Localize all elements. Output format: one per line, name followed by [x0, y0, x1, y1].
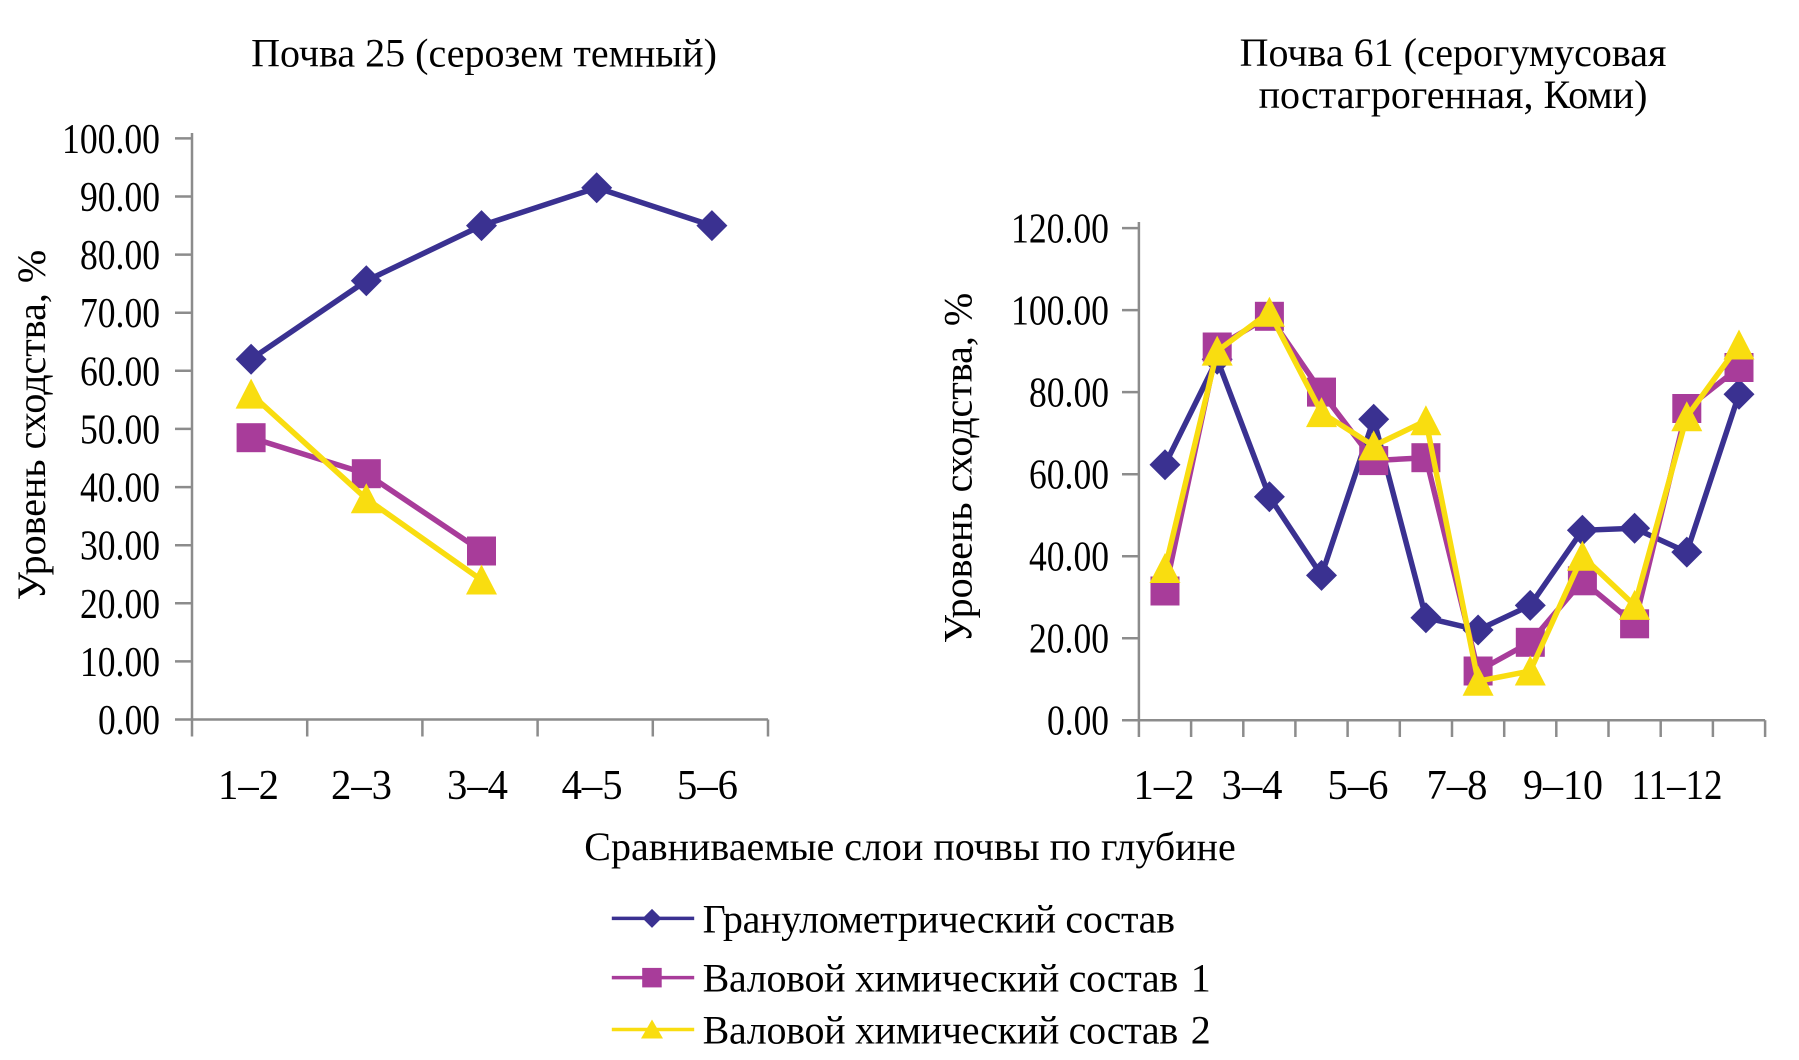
svg-text:Валовой химический состав 2: Валовой химический состав 2: [703, 1008, 1211, 1053]
svg-text:Валовой химический состав 1: Валовой химический состав 1: [703, 956, 1211, 1001]
svg-text:Почва 25 (серозем темный): Почва 25 (серозем темный): [251, 31, 717, 76]
svg-text:40.00: 40.00: [80, 466, 160, 512]
svg-text:70.00: 70.00: [80, 291, 160, 337]
svg-text:60.00: 60.00: [1029, 453, 1109, 499]
svg-text:50.00: 50.00: [80, 407, 160, 453]
svg-text:1–2: 1–2: [218, 763, 279, 809]
svg-text:30.00: 30.00: [80, 524, 160, 570]
svg-text:4–5: 4–5: [562, 763, 623, 809]
svg-text:10.00: 10.00: [80, 640, 160, 686]
svg-text:Уровень сходства, %: Уровень сходства, %: [9, 250, 54, 600]
svg-text:100.00: 100.00: [1011, 289, 1109, 335]
svg-text:20.00: 20.00: [1029, 617, 1109, 663]
svg-text:Сравниваемые слои почвы по глу: Сравниваемые слои почвы по глубине: [584, 824, 1235, 869]
svg-text:5–6: 5–6: [1328, 763, 1389, 809]
svg-text:постагрогенная, Коми): постагрогенная, Коми): [1259, 72, 1648, 117]
svg-text:3–4: 3–4: [1222, 763, 1283, 809]
svg-text:80.00: 80.00: [1029, 371, 1109, 417]
svg-text:120.00: 120.00: [1011, 207, 1109, 253]
svg-text:40.00: 40.00: [1029, 535, 1109, 581]
svg-text:0.00: 0.00: [98, 698, 160, 744]
svg-text:3–4: 3–4: [447, 763, 508, 809]
svg-text:11–12: 11–12: [1632, 763, 1723, 809]
svg-text:1–2: 1–2: [1134, 763, 1195, 809]
svg-text:Уровень сходства, %: Уровень сходства, %: [936, 293, 981, 643]
svg-text:Гранулометрический состав: Гранулометрический состав: [703, 896, 1175, 941]
svg-text:5–6: 5–6: [677, 763, 738, 809]
svg-text:9–10: 9–10: [1523, 763, 1603, 809]
svg-text:0.00: 0.00: [1047, 699, 1109, 745]
svg-text:Почва 61 (серогумусовая: Почва 61 (серогумусовая: [1240, 30, 1667, 75]
svg-text:80.00: 80.00: [80, 233, 160, 279]
svg-text:60.00: 60.00: [80, 349, 160, 395]
svg-text:90.00: 90.00: [80, 175, 160, 221]
svg-text:20.00: 20.00: [80, 582, 160, 628]
svg-text:7–8: 7–8: [1427, 763, 1488, 809]
svg-text:100.00: 100.00: [62, 117, 160, 163]
svg-text:2–3: 2–3: [331, 763, 392, 809]
